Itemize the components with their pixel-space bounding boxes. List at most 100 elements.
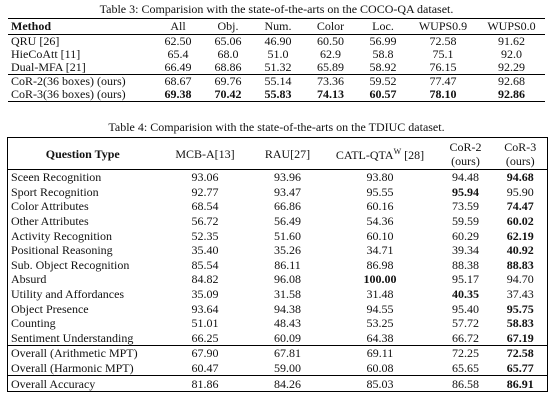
table-cell: 93.64 <box>191 301 219 316</box>
table-cell: 92.86 <box>498 87 525 101</box>
table-cell: 86.58 <box>437 375 494 392</box>
table-cell: 74.47 <box>506 199 534 214</box>
table-row: Counting 51.01 48.43 53.25 57.72 58.83 <box>8 316 548 331</box>
table-cell: 66.49 <box>164 60 192 74</box>
table-cell: Object Presence <box>11 301 89 316</box>
table-cell: Overall Accuracy <box>7 375 158 392</box>
table-cell: CoR-3(36 boxes) (ours) <box>11 87 126 101</box>
table-cell: 40.92 <box>506 243 534 258</box>
table-cell: 65.06 <box>214 34 242 48</box>
table-cell: 65.77 <box>506 361 534 376</box>
table-cell: 68.54 <box>191 199 219 214</box>
table-cell: 60.08 <box>366 361 394 376</box>
header-cell: Num. <box>253 18 303 35</box>
table-cell: Color Attributes <box>11 199 89 214</box>
table-cell: 64.38 <box>366 330 394 345</box>
header-row: Question Type MCB-A[13] RAU[27] CATL-QTAW [… <box>7 137 548 170</box>
header-superscript: W <box>393 147 402 156</box>
table-cell: 68.86 <box>214 60 242 74</box>
table-cell: 62.50 <box>164 34 192 48</box>
table-cell: 96.08 <box>274 272 301 287</box>
table-cell: 67.19 <box>506 330 534 345</box>
table-cell: 58.8 <box>372 47 394 61</box>
table-cell: 85.03 <box>322 375 438 392</box>
header-text: [28] <box>401 148 425 162</box>
table-cell: 35.09 <box>191 287 219 302</box>
table-cell: 92.77 <box>191 184 219 199</box>
header-text: CATL-QTA <box>335 148 394 162</box>
table-cell: 31.48 <box>366 287 394 302</box>
table-row: Absurd 84.82 96.08 100.00 95.17 94.70 <box>8 272 548 287</box>
table-cell: 37.43 <box>506 287 534 302</box>
table-cell: 78.10 <box>429 87 457 101</box>
table-cell: 55.83 <box>264 87 292 101</box>
header-text: CoR-3 <box>504 139 537 154</box>
table-row: Sceen Recognition 93.06 93.96 93.80 94.48 94.… <box>8 170 548 185</box>
header-cell: CoR-3 (ours) <box>493 137 548 170</box>
header-cell: Color <box>303 18 358 35</box>
table-cell: 93.80 <box>366 170 394 185</box>
table-cell: 51.0 <box>267 47 289 61</box>
table-cell: 70.42 <box>214 87 242 101</box>
table-cell: 86.98 <box>366 257 394 272</box>
table-cell: 72.58 <box>493 345 548 361</box>
table-cell: 85.54 <box>191 257 219 272</box>
table-cell: 67.81 <box>252 345 323 361</box>
header-cell: CATL-QTAW [28] <box>322 137 438 170</box>
table-cell: 56.72 <box>191 214 219 229</box>
table-cell: 51.01 <box>191 316 219 331</box>
table-cell: 86.91 <box>493 375 548 392</box>
table-cell: 60.09 <box>274 330 301 345</box>
table-cell: 92.0 <box>501 47 522 61</box>
table-cell: Sentiment Understanding <box>11 330 134 345</box>
table-row: Utility and Affordances 35.09 31.58 31.48 40… <box>8 287 548 302</box>
table-cell: 65.89 <box>317 60 344 74</box>
table-cell: 60.02 <box>506 214 534 229</box>
table-cell: 60.16 <box>366 199 394 214</box>
table-cell: Positional Reasoning <box>11 243 113 258</box>
table-row: CoR-2(36 boxes) (ours) 68.67 69.76 55.14 73.… <box>8 74 545 88</box>
header-cell: Question Type <box>7 137 158 170</box>
table-cell: 92.68 <box>478 74 545 88</box>
table-cell: 94.48 <box>452 170 479 185</box>
table-cell: 75.1 <box>432 47 454 61</box>
table-cell: HieCoAtt [11] <box>11 47 81 61</box>
header-cell: WUPS0.0 <box>478 18 545 35</box>
table-cell: 94.70 <box>506 272 534 287</box>
header-cell: Method <box>8 18 153 35</box>
table-cell: 52.35 <box>191 228 219 243</box>
table-cell: 72.25 <box>437 345 494 361</box>
table-cell: 54.36 <box>366 214 394 229</box>
table-cell: 94.38 <box>274 301 301 316</box>
table-row: QRU [26] 62.50 65.06 46.90 60.50 56.99 72.58 91… <box>8 35 545 49</box>
table-cell: 56.99 <box>369 34 397 48</box>
table-cell: 74.13 <box>317 87 344 101</box>
table-cell: Activity Recognition <box>11 228 112 243</box>
table-row: HieCoAtt [11] 65.4 68.0 51.0 62.9 58.8 75.1 92.… <box>8 48 545 61</box>
table-cell: 94.68 <box>506 170 534 185</box>
header-text: CoR-2 <box>449 139 482 154</box>
table-cell: 58.83 <box>506 316 534 331</box>
table-cell: 35.40 <box>191 243 219 258</box>
table-cell: 91.62 <box>498 34 525 48</box>
table-row: Dual-MFA [21] 66.49 68.86 51.32 65.89 58.92 76… <box>8 61 545 75</box>
table-cell: 95.40 <box>452 301 479 316</box>
table-cell: 68.67 <box>153 74 203 88</box>
table-row: Overall Accuracy 81.86 84.26 85.03 86.58 86.9… <box>7 375 548 392</box>
table-row: Object Presence 93.64 94.38 94.55 95.40 95.75 <box>8 301 548 316</box>
header-cell: All <box>153 18 203 35</box>
table-cell: 60.10 <box>366 228 394 243</box>
table-cell: 93.06 <box>191 170 219 185</box>
table-cell: 60.29 <box>452 228 479 243</box>
header-cell: WUPS0.9 <box>408 18 478 35</box>
table-cell: 95.75 <box>506 301 534 316</box>
header-row: Method All Obj. Num. Color Loc. WUPS0.9 WUPS0.0 <box>8 18 545 35</box>
table-cell: 35.26 <box>274 243 301 258</box>
table-cell: 95.55 <box>366 184 394 199</box>
table-cell: 66.86 <box>274 199 301 214</box>
table-cell: 59.52 <box>358 74 408 88</box>
table-cell: 72.58 <box>429 34 457 48</box>
table-cell: 69.38 <box>164 87 192 101</box>
table-cell: 73.59 <box>452 199 479 214</box>
